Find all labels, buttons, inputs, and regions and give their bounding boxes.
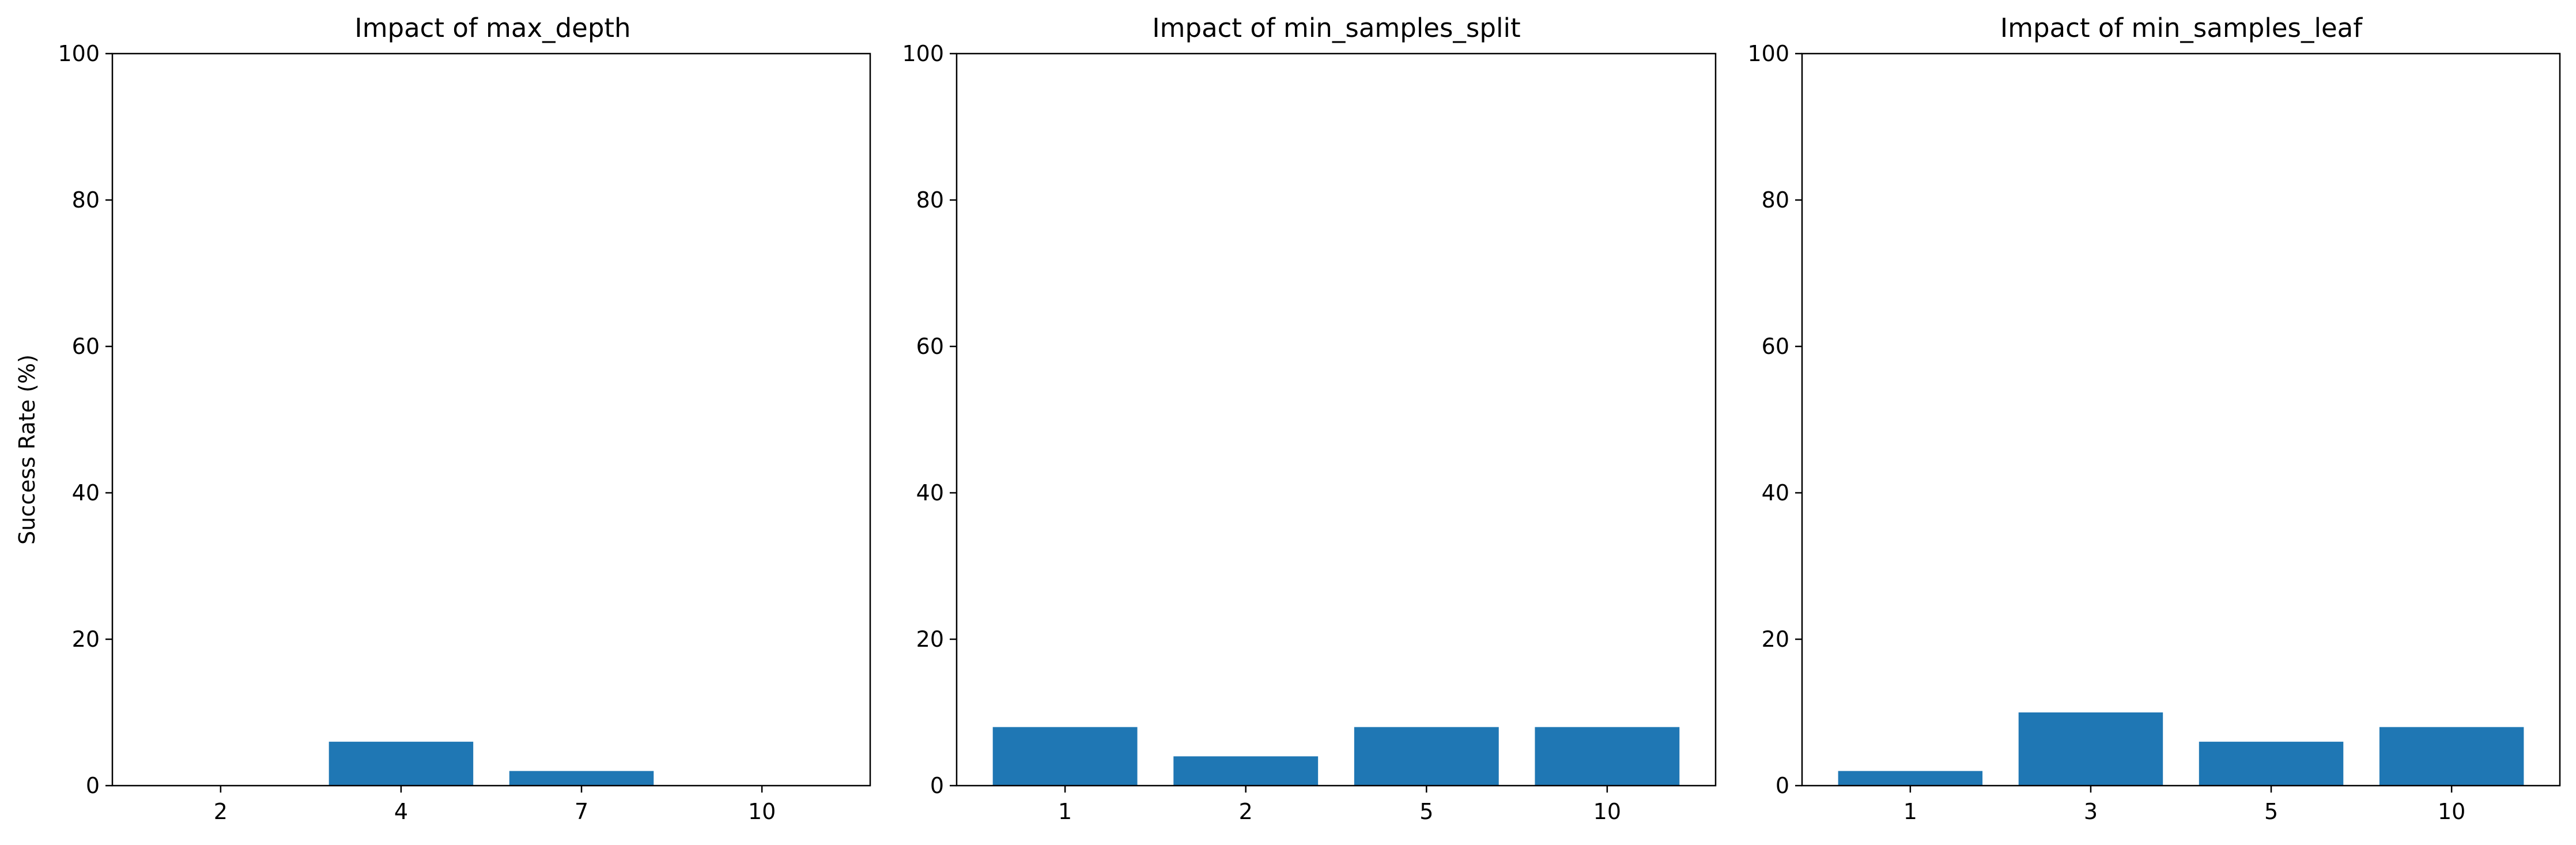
y-tick-label: 80 bbox=[916, 187, 944, 213]
chart-title: Impact of min_samples_split bbox=[1152, 13, 1520, 43]
subplot-min-samples-leaf: Impact of min_samples_leaf 0 20 40 60 80 100 1… bbox=[1747, 13, 2561, 824]
subplot-max-depth: Impact of max_depth Success Rate (%) 0 20… bbox=[14, 13, 871, 824]
bar-1 bbox=[992, 727, 1138, 786]
bar-2 bbox=[1173, 756, 1319, 786]
y-tick-label: 80 bbox=[72, 187, 100, 213]
y-tick-label: 100 bbox=[1747, 41, 1789, 66]
y-axis-label: Success Rate (%) bbox=[14, 354, 40, 545]
axes-frame bbox=[1801, 52, 2561, 787]
x-tick-label: 3 bbox=[2084, 799, 2098, 824]
y-tick-label: 0 bbox=[86, 773, 100, 798]
bar-1 bbox=[1838, 771, 1983, 786]
bar-4 bbox=[328, 741, 474, 786]
y-tick-label: 20 bbox=[916, 627, 944, 652]
bar-10 bbox=[1535, 727, 1680, 786]
axes-frame bbox=[955, 52, 1717, 787]
y-tick-label: 0 bbox=[930, 773, 944, 798]
subplot-min-samples-split: Impact of min_samples_split 0 20 40 60 80 100… bbox=[902, 13, 1717, 824]
x-tick-label: 5 bbox=[1419, 799, 1433, 824]
y-tick-label: 100 bbox=[902, 41, 944, 66]
x-tick-label: 10 bbox=[748, 799, 776, 824]
axes-frame bbox=[111, 52, 871, 787]
bar-3 bbox=[2018, 712, 2163, 786]
x-tick-label: 2 bbox=[214, 799, 228, 824]
bar-7 bbox=[509, 771, 654, 786]
bar-5 bbox=[2199, 741, 2344, 786]
x-tick-label: 7 bbox=[575, 799, 588, 824]
y-tick-label: 60 bbox=[72, 334, 100, 359]
y-tick-label: 20 bbox=[72, 627, 100, 652]
x-tick-label: 10 bbox=[2438, 799, 2465, 824]
x-tick-label: 4 bbox=[394, 799, 408, 824]
y-tick-label: 60 bbox=[916, 334, 944, 359]
x-tick-label: 1 bbox=[1903, 799, 1917, 824]
y-tick-label: 40 bbox=[72, 480, 100, 506]
x-tick-label: 5 bbox=[2264, 799, 2278, 824]
y-tick-label: 20 bbox=[1762, 627, 1789, 652]
y-tick-label: 0 bbox=[1776, 773, 1789, 798]
y-tick-label: 80 bbox=[1762, 187, 1789, 213]
bar-5 bbox=[1354, 727, 1499, 786]
chart-title: Impact of max_depth bbox=[354, 13, 630, 43]
bar-10 bbox=[2379, 727, 2524, 786]
x-tick-label: 10 bbox=[1593, 799, 1621, 824]
y-tick-label: 40 bbox=[916, 480, 944, 506]
y-tick-label: 100 bbox=[58, 41, 100, 66]
x-tick-label: 2 bbox=[1239, 799, 1253, 824]
y-tick-label: 40 bbox=[1762, 480, 1789, 506]
y-tick-label: 60 bbox=[1762, 334, 1789, 359]
x-tick-label: 1 bbox=[1058, 799, 1072, 824]
chart-title: Impact of min_samples_leaf bbox=[2000, 13, 2363, 43]
